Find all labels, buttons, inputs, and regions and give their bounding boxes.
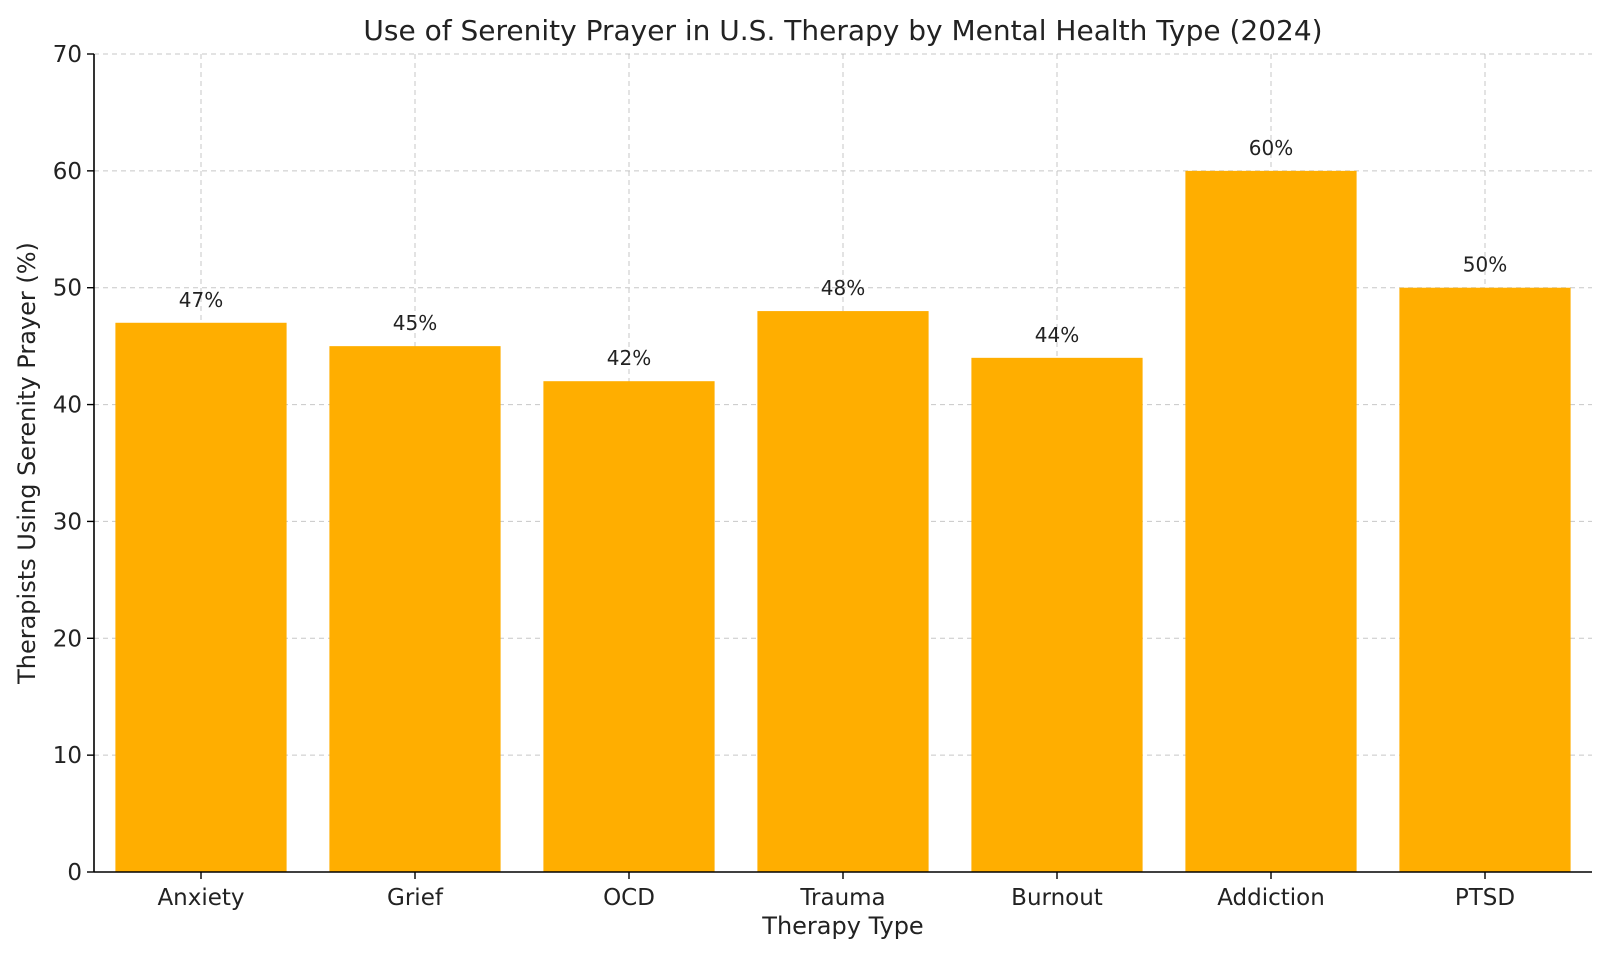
x-tick-label: PTSD bbox=[1455, 885, 1515, 911]
y-tick-label: 10 bbox=[53, 743, 82, 769]
x-tick-label: Grief bbox=[387, 885, 444, 911]
bar-data-label: 45% bbox=[393, 311, 437, 335]
bar-data-label: 60% bbox=[1249, 136, 1293, 160]
y-tick-label: 20 bbox=[53, 626, 82, 652]
bar-data-label: 48% bbox=[821, 276, 865, 300]
y-tick-label: 60 bbox=[53, 159, 82, 185]
y-tick-label: 50 bbox=[53, 276, 82, 302]
y-tick-label: 40 bbox=[53, 393, 82, 419]
y-tick-label: 0 bbox=[67, 860, 82, 886]
bar-data-label: 50% bbox=[1463, 253, 1507, 277]
x-tick-label: Trauma bbox=[799, 885, 885, 911]
bar bbox=[1399, 287, 1571, 872]
x-tick-label: Anxiety bbox=[157, 885, 244, 911]
x-ticks: Anxiety Grief OCD Trauma Burnout Addiction PTS… bbox=[157, 872, 1515, 911]
y-axis-title: Therapists Using Serenity Prayer (%) bbox=[13, 242, 41, 685]
x-tick-label: Addiction bbox=[1217, 885, 1325, 911]
bar bbox=[543, 381, 715, 872]
x-tick-label: Burnout bbox=[1011, 885, 1103, 911]
y-tick-label: 30 bbox=[53, 509, 82, 535]
bars bbox=[115, 170, 1571, 873]
y-tick-label: 70 bbox=[53, 42, 82, 68]
bar-data-label: 44% bbox=[1035, 323, 1079, 347]
bar bbox=[329, 346, 501, 873]
bar bbox=[971, 357, 1143, 872]
bar bbox=[1185, 170, 1357, 872]
y-ticks: 0 10 20 30 40 50 60 70 bbox=[53, 42, 94, 886]
x-axis-title: Therapy Type bbox=[761, 912, 923, 940]
bar bbox=[757, 311, 929, 873]
x-tick-label: OCD bbox=[603, 885, 655, 911]
bar-labels: 47% 45% 42% 48% 44% 60% 50% bbox=[179, 136, 1507, 370]
bar bbox=[115, 322, 287, 872]
bar-data-label: 47% bbox=[179, 288, 223, 312]
bar-data-label: 42% bbox=[607, 346, 651, 370]
chart-title: Use of Serenity Prayer in U.S. Therapy b… bbox=[363, 14, 1322, 47]
